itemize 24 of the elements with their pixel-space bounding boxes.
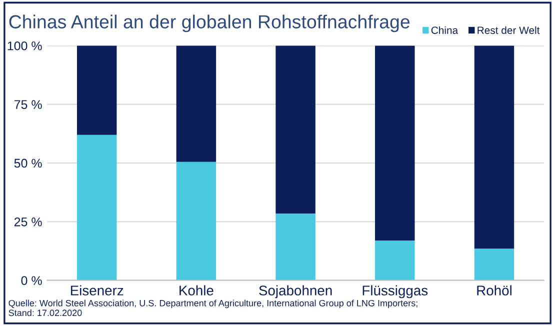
legend-label: Rest der Welt	[478, 26, 540, 34]
x-tick-label: Sojabohnen	[259, 285, 332, 298]
y-tick-label: 100 %	[8, 41, 42, 50]
bar	[276, 213, 316, 280]
bar	[375, 46, 415, 240]
bar	[474, 248, 514, 280]
bar	[176, 46, 216, 162]
bar	[76, 134, 117, 280]
x-tick-label: Kohle	[180, 285, 214, 296]
y-tick-label: 25 %	[14, 217, 42, 226]
bar	[276, 46, 316, 214]
y-tick-label: 75 %	[14, 100, 42, 109]
y-tick-label: 0 %	[21, 276, 42, 286]
x-tick-label: Flüssiggas	[362, 285, 428, 298]
y-tick-label: 50 %	[14, 158, 42, 168]
bar	[375, 240, 415, 280]
chart-title: Chinas Anteil an der globalen Rohstoffnachfrage	[9, 14, 410, 32]
x-tick-label: Rohöl	[477, 285, 512, 296]
x-tick-label: Eisenerz	[70, 285, 124, 296]
bar	[474, 46, 514, 249]
source-note: Quelle: World Steel Association, U.S. Department of Agriculture, International Group of LNG Importers; Stand: 17.02.2020	[8, 300, 418, 316]
legend-label: China	[431, 26, 458, 34]
bar	[176, 162, 216, 280]
bar	[76, 46, 117, 135]
